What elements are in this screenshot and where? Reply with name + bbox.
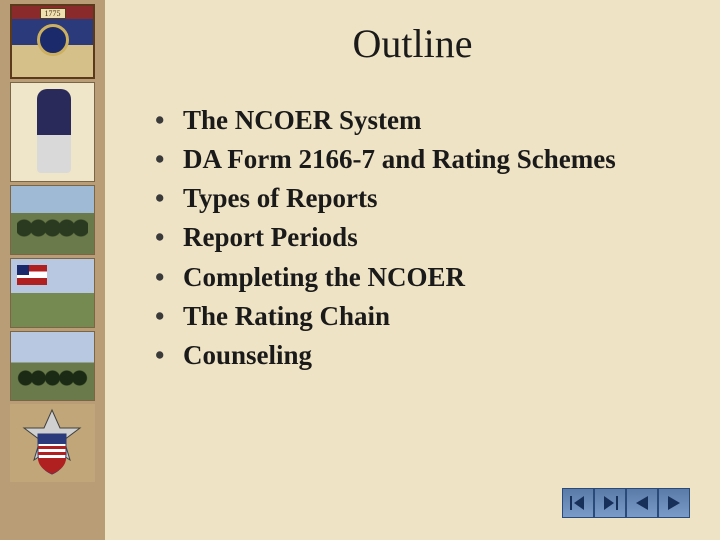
bullet-item: Completing the NCOER xyxy=(155,258,690,297)
crest-year: 1775 xyxy=(40,8,66,19)
bullet-item: Counseling xyxy=(155,336,690,375)
sidebar-image-crest: 1775 xyxy=(10,4,95,79)
bullet-list: The NCOER SystemDA Form 2166-7 and Ratin… xyxy=(135,101,690,375)
content-area: Outline The NCOER SystemDA Form 2166-7 a… xyxy=(105,0,720,540)
sidebar-image-continental-soldier xyxy=(10,82,95,182)
bullet-item: The Rating Chain xyxy=(155,297,690,336)
nav-prev-button[interactable] xyxy=(626,488,658,518)
nav-first-button[interactable] xyxy=(562,488,594,518)
sidebar: 1775 xyxy=(0,0,105,540)
nav-controls xyxy=(562,488,690,518)
bullet-item: DA Form 2166-7 and Rating Schemes xyxy=(155,140,690,179)
first-icon xyxy=(568,494,588,512)
sidebar-image-color-guard xyxy=(10,258,95,328)
bullet-item: Report Periods xyxy=(155,218,690,257)
prev-icon xyxy=(632,494,652,512)
bullet-item: Types of Reports xyxy=(155,179,690,218)
sidebar-image-shield-star xyxy=(10,404,95,482)
next-icon xyxy=(664,494,684,512)
slide-title: Outline xyxy=(135,20,690,67)
bullet-item: The NCOER System xyxy=(155,101,690,140)
nav-next-button[interactable] xyxy=(658,488,690,518)
nav-last-button[interactable] xyxy=(594,488,626,518)
sidebar-image-parade-review xyxy=(10,331,95,401)
last-icon xyxy=(600,494,620,512)
slide: 1775 Outline The NCOER SystemDA Form 216… xyxy=(0,0,720,540)
sidebar-image-marching-formation xyxy=(10,185,95,255)
